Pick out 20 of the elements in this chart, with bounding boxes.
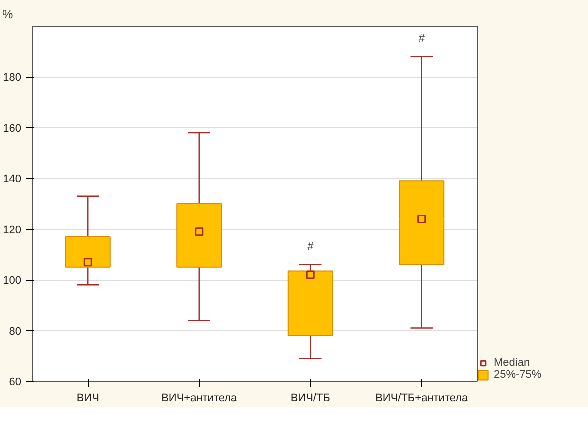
y-tick-label: 60 [9, 376, 22, 388]
x-tick-label: ВИЧ+антитела [162, 392, 238, 404]
y-tick-label: 160 [3, 122, 22, 135]
legend-label: 25%-75% [494, 369, 542, 381]
y-tick-label: 180 [3, 72, 22, 84]
x-tick-label: ВИЧ/ТБ [290, 392, 330, 404]
y-axis-title: % [2, 8, 14, 22]
y-tick-label: 120 [3, 224, 22, 236]
legend-label: Median [494, 357, 530, 369]
point [84, 258, 92, 267]
y-tick-label: 100 [3, 275, 22, 288]
point [418, 214, 426, 224]
annotation: # [308, 240, 315, 253]
point [306, 270, 315, 280]
annotation: # [418, 32, 426, 45]
y-tick-label: 140 [3, 174, 22, 186]
x-tick-label: ВИЧ/ТБ+антитела [376, 392, 470, 404]
point [195, 228, 204, 236]
y-tick-label: 80 [9, 326, 22, 338]
x-tick-label: ВИЧ [76, 392, 100, 404]
